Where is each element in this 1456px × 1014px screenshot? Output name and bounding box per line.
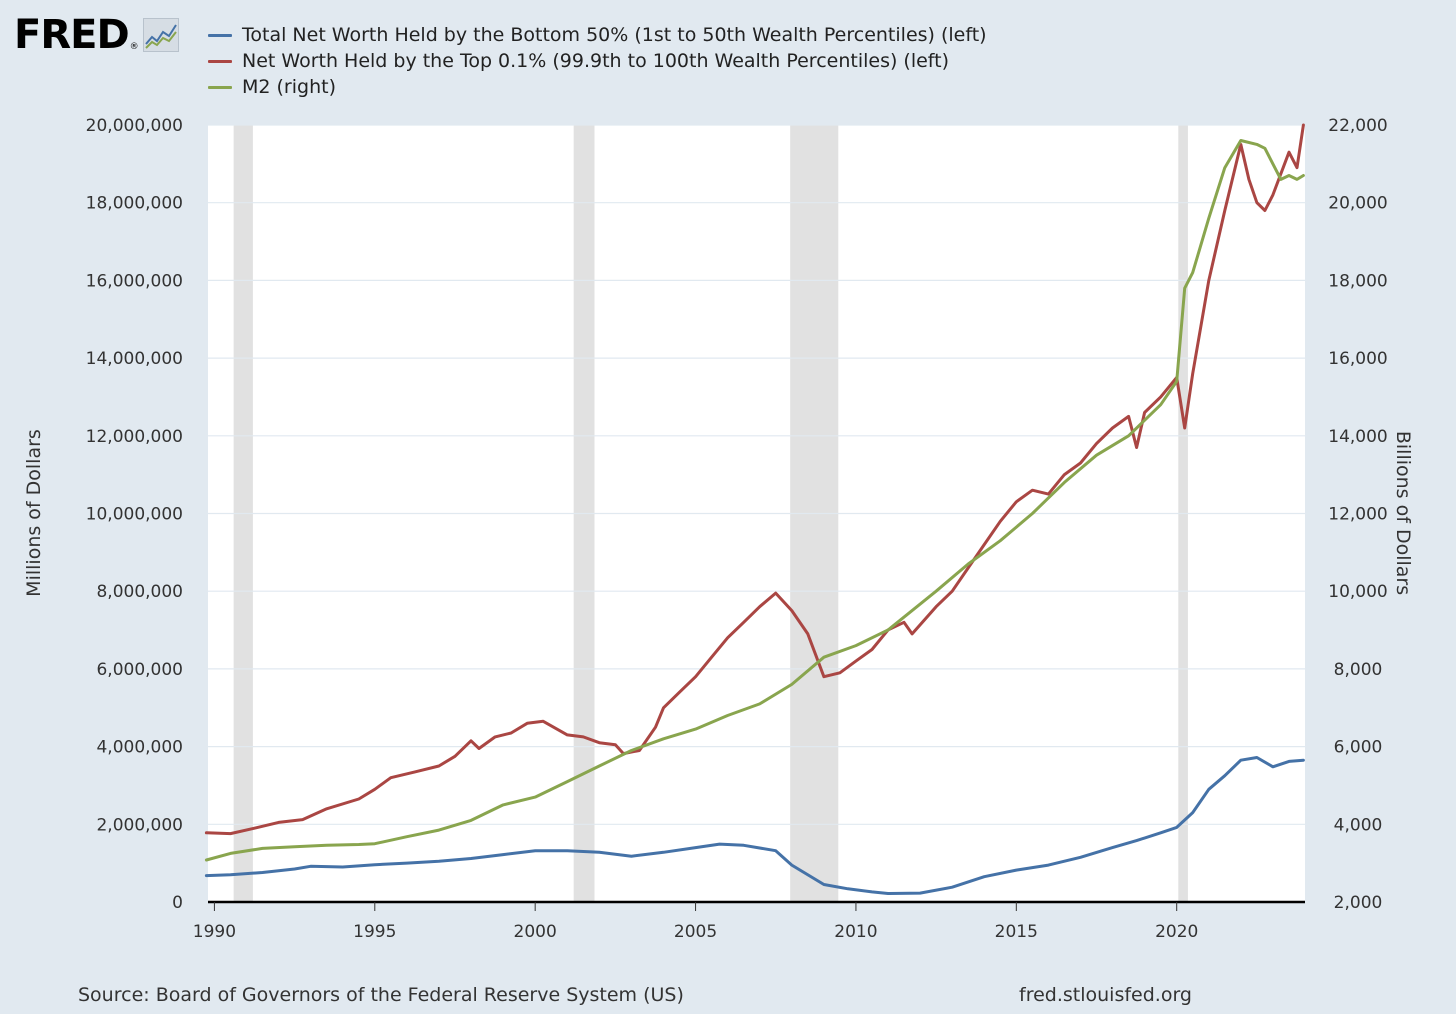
y-left-tick-label: 12,000,000 [86, 427, 183, 447]
y-right-tick-label: 10,000 [1328, 582, 1387, 602]
y-right-axis-ticks: 2,000 4,000 6,000 8,000 10,000 12,000 14,000 16… [1328, 116, 1387, 913]
legend-swatch [208, 85, 232, 89]
source-note: Source: Board of Governors of the Federa… [78, 984, 684, 1006]
series-line-m2[interactable] [204, 139, 1305, 862]
x-tick-label: 2010 [834, 922, 877, 942]
y-left-tick-label: 4,000,000 [96, 738, 183, 758]
x-tick-label: 2005 [674, 922, 717, 942]
legend-item-top-01[interactable]: Net Worth Held by the Top 0.1% (99.9th t… [208, 48, 987, 74]
x-tick-label: 1995 [353, 922, 396, 942]
y-left-tick-label: 14,000,000 [86, 349, 183, 369]
gridlines [208, 124, 1305, 825]
series-lines [204, 123, 1305, 895]
trend-chart-icon [142, 18, 179, 52]
y-right-tick-label: 2,000 [1334, 893, 1383, 913]
y-right-tick-label: 18,000 [1328, 271, 1387, 291]
y-left-tick-label: 2,000,000 [96, 815, 183, 835]
legend-label: Total Net Worth Held by the Bottom 50% (… [242, 24, 987, 46]
x-tick-label: 2020 [1155, 922, 1198, 942]
y-right-tick-label: 22,000 [1328, 116, 1387, 136]
line-chart: 1990 1995 2000 2005 2010 2015 2020 0 2,000,000 4… [23, 116, 1414, 942]
x-axis-ticks: 1990 1995 2000 2005 2010 2015 2020 [193, 902, 1198, 942]
legend-label: M2 (right) [242, 76, 336, 98]
legend-swatch [208, 33, 232, 37]
y-left-tick-label: 16,000,000 [86, 271, 183, 291]
site-url[interactable]: fred.stlouisfed.org [1019, 984, 1192, 1006]
y-left-tick-label: 6,000,000 [96, 660, 183, 680]
y-right-tick-label: 16,000 [1328, 349, 1387, 369]
legend-item-m2[interactable]: M2 (right) [208, 74, 987, 100]
y-right-tick-label: 6,000 [1334, 738, 1383, 758]
y-left-axis-title: Millions of Dollars [23, 429, 45, 597]
y-right-tick-label: 14,000 [1328, 427, 1387, 447]
y-right-axis-title: Billions of Dollars [1392, 431, 1414, 595]
series-line-top-01[interactable] [204, 123, 1305, 836]
fred-wordmark: FRED [14, 12, 130, 58]
x-tick-label: 1990 [193, 922, 236, 942]
y-right-tick-label: 8,000 [1334, 660, 1383, 680]
series-line-bottom-50[interactable] [204, 756, 1305, 895]
y-right-tick-label: 4,000 [1334, 815, 1383, 835]
y-left-tick-label: 20,000,000 [86, 116, 183, 136]
chart-legend: Total Net Worth Held by the Bottom 50% (… [208, 22, 987, 100]
y-left-axis-ticks: 0 2,000,000 4,000,000 6,000,000 8,000,000 10,… [86, 116, 183, 913]
x-tick-label: 2015 [995, 922, 1038, 942]
y-left-tick-label: 18,000,000 [86, 194, 183, 214]
y-left-tick-label: 8,000,000 [96, 582, 183, 602]
x-tick-label: 2000 [514, 922, 557, 942]
y-left-tick-label: 10,000,000 [86, 505, 183, 525]
legend-item-bottom-50[interactable]: Total Net Worth Held by the Bottom 50% (… [208, 22, 987, 48]
y-right-tick-label: 20,000 [1328, 194, 1387, 214]
legend-swatch [208, 59, 232, 63]
y-left-tick-label: 0 [172, 893, 183, 913]
fred-logo[interactable]: FRED ® [14, 12, 179, 58]
y-right-tick-label: 12,000 [1328, 505, 1387, 525]
registered-mark: ® [129, 42, 139, 52]
legend-label: Net Worth Held by the Top 0.1% (99.9th t… [242, 50, 950, 72]
